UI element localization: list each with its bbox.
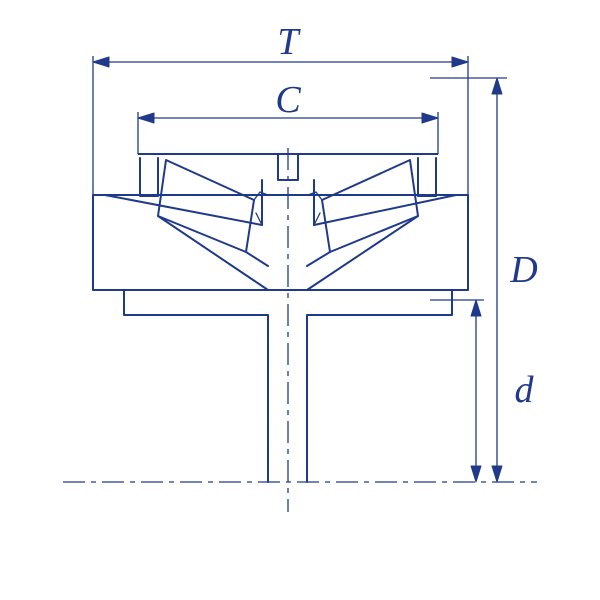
label-T: T	[277, 20, 298, 64]
label-d: d	[515, 368, 534, 412]
label-C: C	[275, 78, 300, 122]
label-D: D	[510, 248, 537, 292]
bearing-diagram: T C D d	[0, 0, 600, 600]
